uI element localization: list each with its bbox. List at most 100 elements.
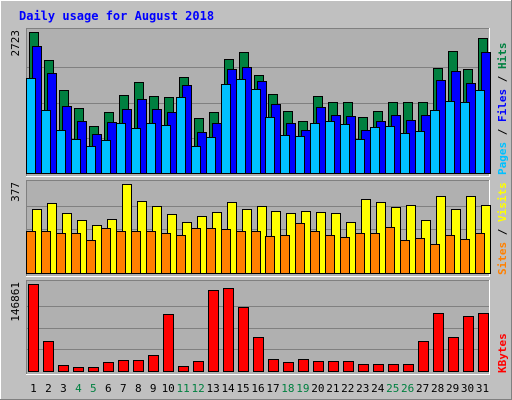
bar-sites-day-9 [146,231,156,274]
bar-pages-day-6 [101,140,111,174]
bar-sites-day-29 [445,235,455,274]
bar-pages-day-31 [475,90,485,174]
bar-pages-day-19 [295,136,305,174]
bar-pages-day-12 [191,146,201,174]
bar-sites-day-3 [56,233,66,274]
x-tick-label-day-10: 10 [162,382,175,395]
bar-pages-day-29 [445,101,455,174]
bar-sites-day-27 [415,238,425,274]
bar-sites-day-7 [116,231,126,274]
y-axis-max-label: 377 [9,182,22,202]
bar-sites-day-1 [26,231,36,274]
bar-pages-day-23 [355,139,365,174]
bar-kbytes-day-16 [253,337,264,372]
x-tick-label-day-2: 2 [45,382,52,395]
bar-sites-day-8 [131,231,141,274]
bar-sites-day-17 [265,236,275,274]
x-tick-label-day-9: 9 [150,382,157,395]
x-tick-label-day-4: 4 [75,382,82,395]
x-tick-label-day-17: 17 [266,382,279,395]
bar-kbytes-day-24 [373,364,384,372]
bar-kbytes-day-20 [313,361,324,372]
bar-pages-day-11 [176,97,186,174]
hits-files-pages-panel: 2723 Pages / Files / Hits [9,28,509,177]
x-tick-label-day-14: 14 [221,382,235,395]
x-tick-label-day-26: 26 [401,382,414,395]
bar-kbytes-day-10 [163,314,174,372]
legend-part-3: / [496,69,509,89]
bar-kbytes-day-22 [343,361,354,372]
bar-pages-day-25 [385,126,395,174]
bar-kbytes-day-8 [133,360,144,372]
bar-sites-day-16 [251,231,261,274]
x-tick-label-day-3: 3 [60,382,67,395]
bar-kbytes-day-27 [418,341,429,372]
bar-kbytes-day-1 [28,284,39,372]
x-tick-label-day-13: 13 [206,382,219,395]
bar-sites-day-6 [101,228,111,274]
bar-pages-day-27 [415,131,425,174]
x-tick-label-day-27: 27 [416,382,429,395]
bar-kbytes-day-30 [463,316,474,372]
bar-kbytes-day-11 [178,366,189,372]
x-tick-label-day-29: 29 [446,382,459,395]
legend-part-1: / [496,222,509,242]
bar-kbytes-day-3 [58,365,69,372]
bar-pages-day-1 [26,78,36,174]
bar-sites-day-20 [310,231,320,274]
visits-sites-panel: 377 Sites / Visits [9,180,509,277]
right-axis-legend-label: Sites / Visits [496,182,509,275]
x-tick-label-day-28: 28 [431,382,444,395]
x-tick-label-day-25: 25 [386,382,399,395]
bar-pages-day-26 [400,133,410,174]
bar-pages-day-7 [116,123,126,174]
bar-kbytes-day-29 [448,337,459,372]
x-tick-label-day-31: 31 [476,382,489,395]
bar-sites-day-18 [280,235,290,274]
bar-sites-day-14 [221,229,231,274]
bar-kbytes-day-7 [118,360,129,372]
bar-sites-day-22 [340,237,350,274]
bar-kbytes-day-23 [358,364,369,372]
bar-kbytes-day-9 [148,355,159,372]
y-axis-max-label: 2723 [9,30,22,57]
bar-pages-day-8 [131,128,141,174]
bar-kbytes-day-15 [238,307,249,372]
x-tick-label-day-1: 1 [30,382,37,395]
bar-kbytes-day-31 [478,313,489,372]
x-tick-label-day-6: 6 [105,382,112,395]
bar-kbytes-day-21 [328,361,339,372]
bar-pages-day-24 [370,127,380,174]
bar-pages-day-15 [236,79,246,174]
bar-sites-day-25 [385,227,395,274]
x-tick-label-day-22: 22 [341,382,354,395]
bar-pages-day-9 [146,123,156,174]
bar-pages-day-20 [310,123,320,174]
x-tick-label-day-19: 19 [296,382,309,395]
x-tick-label-day-30: 30 [461,382,474,395]
x-tick-label-day-8: 8 [135,382,142,395]
bar-kbytes-day-17 [268,359,279,372]
bar-kbytes-day-5 [88,367,99,372]
x-tick-label-day-15: 15 [236,382,249,395]
legend-part-2: Visits [496,182,509,222]
bar-kbytes-day-14 [223,288,234,372]
legend-part-0: Pages [496,142,509,175]
bar-pages-day-18 [280,135,290,174]
bar-sites-day-12 [191,228,201,274]
bar-pages-day-10 [161,125,171,174]
bar-pages-day-16 [251,89,261,174]
x-tick-label-day-21: 21 [326,382,339,395]
bar-pages-day-17 [265,117,275,174]
bar-pages-day-13 [206,137,216,174]
bar-pages-day-4 [71,139,81,174]
x-tick-label-day-5: 5 [90,382,97,395]
bar-sites-day-13 [206,228,216,274]
bar-kbytes-day-28 [433,313,444,372]
x-tick-label-day-16: 16 [251,382,264,395]
right-axis-legend-label: KBytes [496,333,509,373]
bar-sites-day-2 [41,231,51,274]
bar-pages-day-3 [56,130,66,174]
legend-part-2: Files [496,89,509,122]
